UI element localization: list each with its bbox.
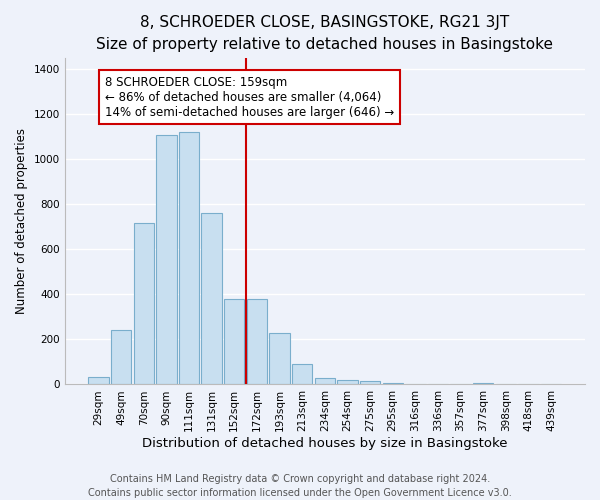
Bar — [337, 380, 358, 384]
Text: 8 SCHROEDER CLOSE: 159sqm
← 86% of detached houses are smaller (4,064)
14% of se: 8 SCHROEDER CLOSE: 159sqm ← 86% of detac… — [105, 76, 395, 118]
Bar — [314, 378, 335, 384]
Bar — [269, 333, 290, 384]
Bar — [247, 300, 267, 384]
Title: 8, SCHROEDER CLOSE, BASINGSTOKE, RG21 3JT
Size of property relative to detached : 8, SCHROEDER CLOSE, BASINGSTOKE, RG21 3J… — [97, 15, 553, 52]
Text: Contains HM Land Registry data © Crown copyright and database right 2024.
Contai: Contains HM Land Registry data © Crown c… — [88, 474, 512, 498]
Bar — [156, 136, 176, 384]
Bar — [202, 212, 222, 384]
Bar — [111, 330, 131, 384]
Bar — [179, 132, 199, 384]
Bar — [292, 364, 313, 384]
Bar — [224, 299, 244, 384]
Y-axis label: Number of detached properties: Number of detached properties — [15, 128, 28, 314]
Bar — [360, 381, 380, 384]
X-axis label: Distribution of detached houses by size in Basingstoke: Distribution of detached houses by size … — [142, 437, 508, 450]
Bar — [134, 222, 154, 384]
Bar — [88, 376, 109, 384]
